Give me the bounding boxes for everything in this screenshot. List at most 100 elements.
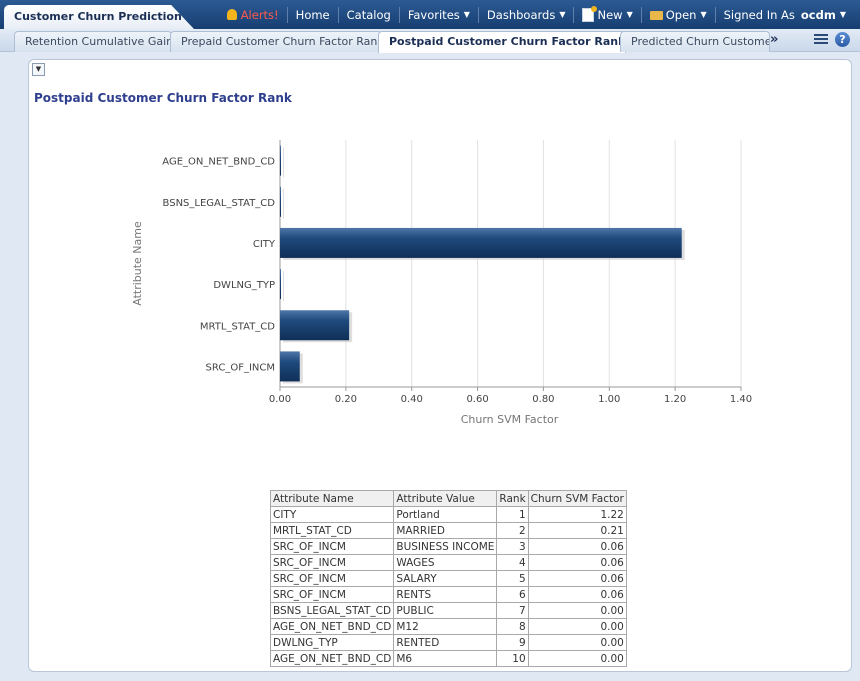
global-nav: Alerts! Home Catalog Favorites ▼ Dashboa… xyxy=(219,0,854,29)
cell-attribute-name: MRTL_STAT_CD xyxy=(269,522,395,539)
open-menu[interactable]: Open ▼ xyxy=(640,6,715,23)
x-tick-label: 0.20 xyxy=(335,394,357,405)
bar[interactable] xyxy=(280,186,281,217)
cell-attribute-value: M12 xyxy=(393,618,498,635)
bar[interactable] xyxy=(280,269,281,300)
x-tick-label: 1.40 xyxy=(730,394,752,405)
cell-attribute-name: DWLNG_TYP xyxy=(269,634,395,651)
app-title-tab xyxy=(4,5,194,29)
cell-attribute-name: SRC_OF_INCM xyxy=(269,538,395,555)
bar[interactable] xyxy=(280,351,300,382)
report-title: Postpaid Customer Churn Factor Rank xyxy=(34,91,292,105)
table-row: DWLNG_TYP RENTED 9 0.00 xyxy=(269,634,627,651)
cell-churn-svm-factor: 0.00 xyxy=(527,634,627,651)
dashboard-tab-bar: Retention Cumulative Gain Prepaid Custom… xyxy=(0,29,860,53)
app-title: Customer Churn Prediction xyxy=(14,10,182,23)
signed-in-label: Signed In As xyxy=(723,7,795,22)
help-icon[interactable]: ? xyxy=(835,32,850,47)
dashboards-menu[interactable]: Dashboards ▼ xyxy=(477,6,574,23)
column-header-attribute-name: Attribute Name xyxy=(269,490,395,507)
tab-prepaid-churn-factor-rank[interactable]: Prepaid Customer Churn Factor Rank xyxy=(170,31,382,52)
global-header: Customer Churn Prediction Alerts! Home C… xyxy=(0,0,860,29)
cell-attribute-value: Portland xyxy=(393,506,498,523)
table-row: AGE_ON_NET_BND_CD M6 10 0.00 xyxy=(269,650,627,667)
table-row: SRC_OF_INCM RENTS 6 0.06 xyxy=(269,586,627,603)
dashboards-label: Dashboards xyxy=(486,7,556,22)
new-label: New xyxy=(597,7,623,22)
page-options-icon[interactable] xyxy=(814,34,828,46)
cell-rank: 1 xyxy=(496,506,529,523)
bar[interactable] xyxy=(280,145,281,176)
tab-predicted-churn-customer[interactable]: Predicted Churn Customer R xyxy=(620,31,770,52)
bar-shadow xyxy=(283,188,284,219)
table-row: SRC_OF_INCM WAGES 4 0.06 xyxy=(269,554,627,571)
table-row: MRTL_STAT_CD MARRIED 2 0.21 xyxy=(269,522,627,539)
x-tick-label: 1.20 xyxy=(664,394,686,405)
table-row: SRC_OF_INCM SALARY 5 0.06 xyxy=(269,570,627,587)
y-category-label: AGE_ON_NET_BND_CD xyxy=(162,157,275,168)
cell-rank: 3 xyxy=(496,538,529,555)
cell-rank: 9 xyxy=(496,634,529,651)
collapse-section-icon[interactable]: ▼ xyxy=(32,63,45,76)
table-row: CITY Portland 1 1.22 xyxy=(269,506,627,523)
table-row: SRC_OF_INCM BUSINESS INCOME 3 0.06 xyxy=(269,538,627,555)
home-link[interactable]: Home xyxy=(286,6,338,23)
table-row: BSNS_LEGAL_STAT_CD PUBLIC 7 0.00 xyxy=(269,602,627,619)
chevron-down-icon: ▼ xyxy=(559,10,566,19)
cell-attribute-name: AGE_ON_NET_BND_CD xyxy=(269,650,395,667)
x-tick-label: 0.00 xyxy=(269,394,291,405)
y-category-label: DWLNG_TYP xyxy=(213,280,275,291)
cell-rank: 4 xyxy=(496,554,529,571)
x-tick-label: 0.60 xyxy=(466,394,488,405)
table-header-row: Attribute Name Attribute Value Rank Chur… xyxy=(269,490,627,507)
bar-shadow xyxy=(283,147,284,178)
chevron-down-icon: ▼ xyxy=(626,10,633,19)
cell-attribute-name: CITY xyxy=(269,506,395,523)
catalog-link[interactable]: Catalog xyxy=(337,6,399,23)
table-row: AGE_ON_NET_BND_CD M12 8 0.00 xyxy=(269,618,627,635)
chevron-down-icon: ▼ xyxy=(839,10,846,19)
bell-icon xyxy=(226,9,237,20)
cell-attribute-name: AGE_ON_NET_BND_CD xyxy=(269,618,395,635)
cell-churn-svm-factor: 1.22 xyxy=(527,506,627,523)
bar[interactable] xyxy=(280,310,350,341)
alerts-link[interactable]: Alerts! xyxy=(219,7,287,23)
bar[interactable] xyxy=(280,227,682,258)
cell-attribute-value: SALARY xyxy=(393,570,498,587)
tab-retention-cumulative-gain[interactable]: Retention Cumulative Gain xyxy=(14,31,172,52)
cell-churn-svm-factor: 0.06 xyxy=(527,570,627,587)
cell-attribute-value: M6 xyxy=(393,650,498,667)
tab-postpaid-churn-factor-rank[interactable]: Postpaid Customer Churn Factor Rank xyxy=(378,31,626,53)
column-header-churn-svm-factor: Churn SVM Factor xyxy=(527,490,627,507)
more-tabs-icon[interactable]: » xyxy=(770,32,779,47)
signed-in-menu[interactable]: Signed In As ocdm ▼ xyxy=(714,6,854,23)
x-tick-label: 1.00 xyxy=(598,394,620,405)
user-name: ocdm xyxy=(800,7,836,22)
cell-rank: 10 xyxy=(496,650,529,667)
cell-attribute-value: BUSINESS INCOME xyxy=(393,538,498,555)
cell-attribute-name: SRC_OF_INCM xyxy=(269,554,395,571)
bar-shadow xyxy=(283,271,284,302)
x-axis-title: Churn SVM Factor xyxy=(461,413,559,426)
column-header-attribute-value: Attribute Value xyxy=(393,490,498,507)
cell-rank: 6 xyxy=(496,586,529,603)
y-category-label: MRTL_STAT_CD xyxy=(200,321,275,332)
favorites-label: Favorites xyxy=(407,7,460,22)
cell-attribute-value: PUBLIC xyxy=(393,602,498,619)
column-header-rank: Rank xyxy=(496,490,529,507)
churn-factor-table: Attribute Name Attribute Value Rank Chur… xyxy=(269,490,627,667)
new-menu[interactable]: New ▼ xyxy=(573,5,640,23)
alerts-label: Alerts! xyxy=(240,7,279,22)
open-label: Open xyxy=(665,7,697,22)
x-tick-label: 0.80 xyxy=(532,394,554,405)
cell-attribute-value: MARRIED xyxy=(393,522,498,539)
cell-attribute-value: WAGES xyxy=(393,554,498,571)
cell-churn-svm-factor: 0.00 xyxy=(527,650,627,667)
favorites-menu[interactable]: Favorites ▼ xyxy=(398,6,478,23)
cell-attribute-name: BSNS_LEGAL_STAT_CD xyxy=(269,602,395,619)
cell-churn-svm-factor: 0.06 xyxy=(527,554,627,571)
cell-attribute-name: SRC_OF_INCM xyxy=(269,570,395,587)
cell-attribute-name: SRC_OF_INCM xyxy=(269,586,395,603)
x-tick-label: 0.40 xyxy=(401,394,423,405)
